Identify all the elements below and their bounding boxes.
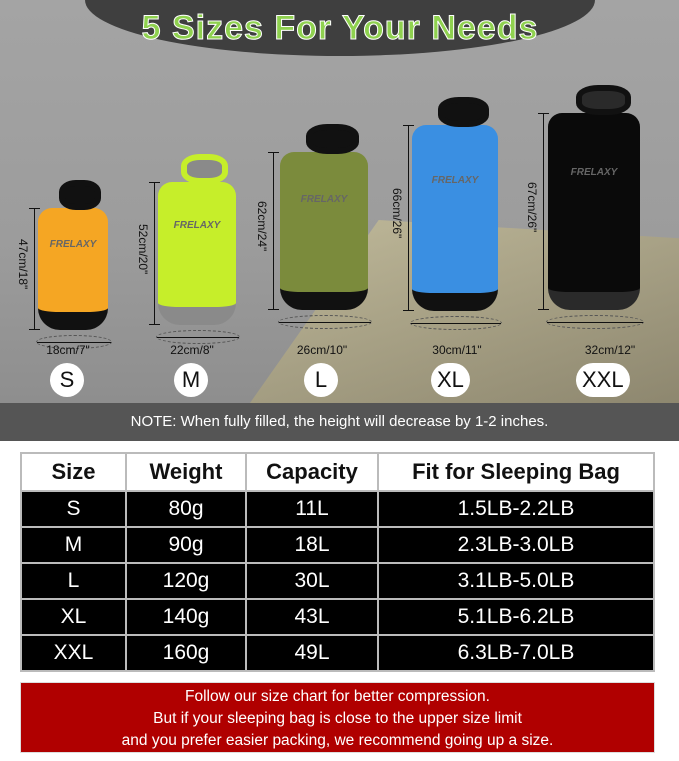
width-label: 30cm/11" bbox=[432, 343, 482, 357]
size-badge-s: S bbox=[50, 363, 84, 397]
cell-size: M bbox=[20, 526, 127, 564]
brand-logo: FRELAXY bbox=[431, 175, 479, 187]
cell-size: S bbox=[20, 490, 127, 528]
bag-xl: FRELAXY bbox=[412, 125, 498, 311]
header-fit: Fit for Sleeping Bag bbox=[377, 452, 655, 492]
bag-lid bbox=[59, 180, 101, 210]
cell-weight: 90g bbox=[125, 526, 247, 564]
cell-capacity: 11L bbox=[245, 490, 379, 528]
width-label: 32cm/12" bbox=[584, 343, 636, 357]
width-label: 18cm/7" bbox=[46, 343, 90, 357]
width-ellipse bbox=[36, 335, 112, 349]
brand-logo: FRELAXY bbox=[173, 219, 221, 231]
brand-logo: FRELAXY bbox=[570, 166, 618, 178]
cell-capacity: 30L bbox=[245, 562, 379, 600]
product-photo: 5 Sizes For Your Needs FRELAXY 47cm/18" 18… bbox=[0, 0, 679, 403]
width-ellipse bbox=[546, 315, 644, 329]
table-header-row: Size Weight Capacity Fit for Sleeping Ba… bbox=[20, 452, 655, 492]
brand-logo: FRELAXY bbox=[49, 239, 97, 251]
bag-lid bbox=[575, 85, 631, 115]
cell-fit: 1.5LB-2.2LB bbox=[377, 490, 655, 528]
cell-size: XXL bbox=[20, 634, 127, 672]
advice-line: Follow our size chart for better compres… bbox=[185, 688, 490, 705]
header-weight: Weight bbox=[125, 452, 247, 492]
width-label: 22cm/8" bbox=[170, 343, 214, 357]
cell-fit: 5.1LB-6.2LB bbox=[377, 598, 655, 636]
height-label: 62cm/24" bbox=[255, 201, 269, 252]
cell-capacity: 18L bbox=[245, 526, 379, 564]
cell-weight: 80g bbox=[125, 490, 247, 528]
height-dimension-line bbox=[29, 208, 40, 330]
cell-fit: 2.3LB-3.0LB bbox=[377, 526, 655, 564]
width-ellipse bbox=[410, 316, 502, 330]
table-row: L 120g 30L 3.1LB-5.0LB bbox=[20, 562, 655, 600]
bag-lid bbox=[437, 97, 490, 127]
advice-line: and you prefer easier packing, we recomm… bbox=[121, 732, 554, 749]
size-badge-xxl: XXL bbox=[576, 363, 630, 397]
header-size: Size bbox=[20, 452, 127, 492]
cell-size: L bbox=[20, 562, 127, 600]
size-table: Size Weight Capacity Fit for Sleeping Ba… bbox=[20, 452, 655, 672]
note-bar: NOTE: When fully filled, the height will… bbox=[0, 403, 679, 441]
page-title: 5 Sizes For Your Needs bbox=[141, 9, 539, 48]
size-badge-l: L bbox=[304, 363, 338, 397]
bag-m: FRELAXY bbox=[158, 182, 236, 325]
height-dimension-line bbox=[538, 113, 549, 310]
bag-l: FRELAXY bbox=[280, 152, 368, 310]
title-banner: 5 Sizes For Your Needs bbox=[85, 0, 595, 56]
cell-size: XL bbox=[20, 598, 127, 636]
height-dimension-line bbox=[268, 152, 279, 310]
bag-lid bbox=[306, 124, 360, 154]
header-capacity: Capacity bbox=[245, 452, 379, 492]
height-label: 47cm/18" bbox=[16, 239, 30, 290]
table-row: S 80g 11L 1.5LB-2.2LB bbox=[20, 490, 655, 528]
table-row: M 90g 18L 2.3LB-3.0LB bbox=[20, 526, 655, 564]
table-row: XXL 160g 49L 6.3LB-7.0LB bbox=[20, 634, 655, 672]
cell-capacity: 43L bbox=[245, 598, 379, 636]
cell-weight: 160g bbox=[125, 634, 247, 672]
height-dimension-line bbox=[149, 182, 160, 325]
cell-fit: 3.1LB-5.0LB bbox=[377, 562, 655, 600]
bag-lid bbox=[181, 154, 229, 184]
advice-box: Follow our size chart for better compres… bbox=[20, 682, 655, 753]
size-badge-m: M bbox=[174, 363, 208, 397]
cell-fit: 6.3LB-7.0LB bbox=[377, 634, 655, 672]
height-label: 66cm/26" bbox=[390, 188, 404, 239]
advice-line: But if your sleeping bag is close to the… bbox=[153, 710, 522, 727]
cell-weight: 140g bbox=[125, 598, 247, 636]
height-label: 52cm/20" bbox=[136, 223, 150, 274]
height-label: 67cm/26" bbox=[525, 181, 539, 232]
width-ellipse bbox=[278, 315, 372, 329]
size-badge-xl: XL bbox=[431, 363, 470, 397]
width-ellipse bbox=[156, 330, 240, 344]
height-dimension-line bbox=[403, 125, 414, 311]
bag-xxl: FRELAXY bbox=[548, 113, 640, 310]
width-label: 26cm/10" bbox=[296, 343, 348, 357]
table-row: XL 140g 43L 5.1LB-6.2LB bbox=[20, 598, 655, 636]
cell-capacity: 49L bbox=[245, 634, 379, 672]
cell-weight: 120g bbox=[125, 562, 247, 600]
brand-logo: FRELAXY bbox=[300, 194, 348, 205]
bag-s: FRELAXY bbox=[38, 208, 108, 330]
